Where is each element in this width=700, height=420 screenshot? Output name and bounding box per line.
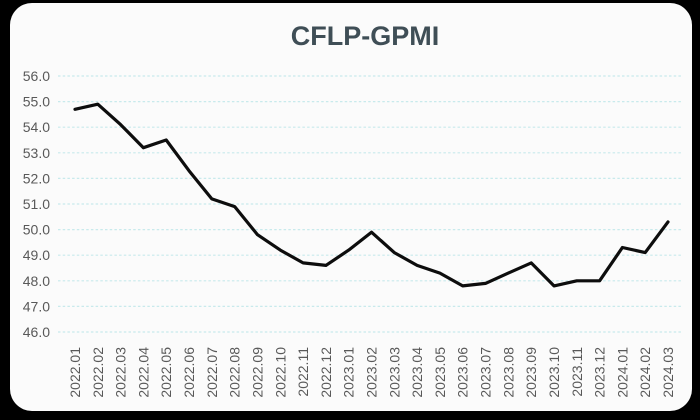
x-tick-label: 2023.02 [364, 347, 380, 398]
x-tick-label: 2022.12 [318, 347, 334, 398]
cflp-gpmi-line-chart: CFLP-GPMI 56.0 55.0 54.0 53.0 52.0 51.0 50.0 49… [23, 21, 682, 398]
y-tick-label: 46.0 [23, 324, 50, 340]
x-axis-tick-labels: 2022.01 2022.02 2022.03 2022.04 2022.05 2022.… [67, 347, 676, 398]
x-tick-label: 2022.10 [272, 347, 288, 398]
x-tick-label: 2024.03 [660, 347, 676, 398]
y-axis-tick-labels: 56.0 55.0 54.0 53.0 52.0 51.0 50.0 49.0 48.0 47.0… [23, 68, 50, 340]
y-tick-label: 47.0 [23, 298, 50, 314]
y-tick-label: 54.0 [23, 119, 50, 135]
chart-card: CFLP-GPMI 56.0 55.0 54.0 53.0 52.0 51.0 50.0 49… [10, 3, 692, 411]
x-tick-label: 2024.02 [637, 347, 653, 398]
x-tick-label: 2022.03 [113, 347, 129, 398]
x-tick-label: 2022.09 [249, 347, 265, 398]
chart-title: CFLP-GPMI [291, 21, 440, 51]
x-tick-label: 2022.04 [135, 347, 151, 398]
x-tick-label: 2023.07 [478, 347, 494, 398]
x-tick-label: 2023.06 [455, 347, 471, 398]
y-tick-label: 51.0 [23, 196, 50, 212]
x-tick-label: 2023.05 [432, 347, 448, 398]
x-tick-label: 2023.01 [341, 347, 357, 398]
y-tick-label: 53.0 [23, 145, 50, 161]
x-tick-label: 2024.01 [614, 347, 630, 398]
x-tick-label: 2022.01 [67, 347, 83, 398]
x-tick-label: 2023.10 [546, 347, 562, 398]
x-tick-label: 2023.09 [523, 347, 539, 398]
y-tick-label: 50.0 [23, 222, 50, 238]
x-tick-label: 2022.11 [295, 347, 311, 397]
x-tick-label: 2022.06 [181, 347, 197, 398]
x-tick-label: 2023.11 [569, 347, 585, 397]
gridlines [58, 75, 682, 333]
y-tick-label: 48.0 [23, 273, 50, 289]
x-tick-label: 2023.08 [500, 347, 516, 398]
y-tick-label: 49.0 [23, 247, 50, 263]
y-tick-label: 52.0 [23, 170, 50, 186]
y-tick-label: 55.0 [23, 94, 50, 110]
x-tick-label: 2022.08 [227, 347, 243, 398]
x-tick-label: 2022.07 [204, 347, 220, 398]
x-tick-label: 2023.12 [592, 347, 608, 398]
data-line [73, 102, 670, 288]
x-tick-label: 2023.04 [409, 347, 425, 398]
x-tick-label: 2023.03 [386, 347, 402, 398]
x-tick-label: 2022.02 [90, 347, 106, 398]
y-tick-label: 56.0 [23, 68, 50, 84]
x-tick-label: 2022.05 [158, 347, 174, 398]
